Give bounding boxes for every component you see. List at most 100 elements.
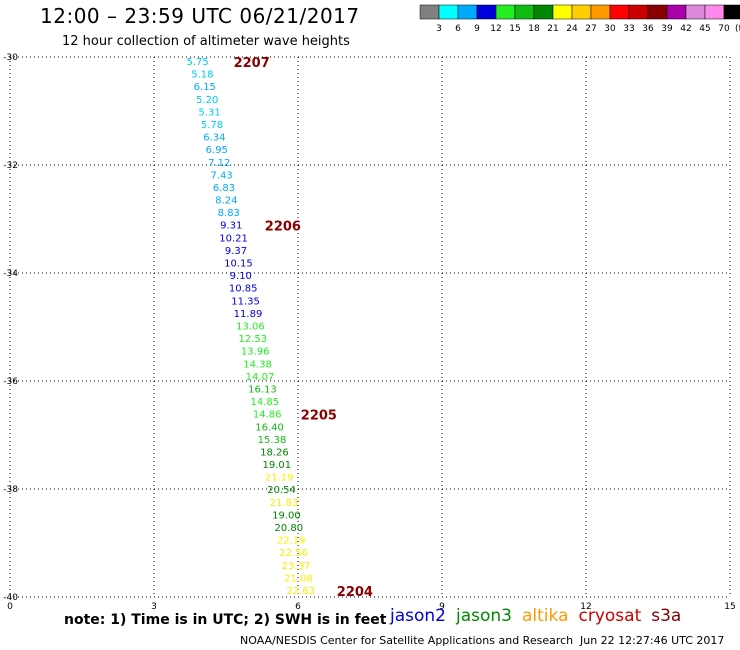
wave-height-labels: 5.75 5.186.15 5.205.31 5.78 6.346.95 7.127.43…: [186, 57, 315, 597]
x-tick-label: 15: [724, 602, 735, 612]
colorbar-swatch: [495, 4, 516, 20]
colorbar-swatch: [685, 4, 706, 20]
colorbar-tick-label: 15: [509, 24, 520, 34]
swh-label: 23.37: [282, 561, 311, 572]
colorbar-tick-label: 18: [528, 24, 540, 34]
y-tick-label: -30: [3, 53, 18, 63]
y-tick-label: -32: [3, 161, 18, 171]
colorbar-swatch: [571, 4, 592, 20]
swh-label: 15.38: [258, 435, 287, 446]
swh-label: 22.19: [277, 536, 306, 547]
swh-label: 12.53: [238, 334, 267, 345]
swh-label: 10.21: [219, 233, 248, 244]
swh-label: 21.08: [284, 573, 313, 584]
colorbar-swatch: [666, 4, 687, 20]
colorbar-tick-label: 3: [436, 24, 442, 34]
colorbar-unit: (ft): [735, 24, 740, 34]
swh-label: 18.26: [260, 447, 289, 458]
y-tick-label: -34: [3, 269, 18, 279]
colorbar-tick-label: 27: [585, 24, 596, 34]
colorbar-swatch: [609, 4, 630, 20]
colorbar-swatch: [628, 4, 649, 20]
x-tick-label: 12: [580, 602, 591, 612]
time-label: 2204: [337, 585, 373, 600]
swh-label: 5.18: [191, 70, 213, 81]
satellite-jason2: jason2: [390, 606, 446, 626]
swh-label: 19.01: [262, 460, 291, 471]
plot-grid: [9, 56, 731, 598]
colorbar-swatch: [647, 4, 668, 20]
swh-label: 19.00: [272, 510, 301, 521]
satellite-s3a: s3a: [651, 606, 682, 626]
swh-label: 5.78: [201, 120, 223, 131]
swh-label: 13.06: [236, 322, 265, 333]
time-label: 2206: [265, 220, 301, 235]
chart-title: 12:00 – 23:59 UTC 06/21/2017: [40, 4, 360, 28]
colorbar-swatch: [419, 4, 440, 20]
swh-label: 10.15: [224, 259, 253, 270]
swh-label: 10.85: [229, 284, 258, 295]
swh-label: 9.10: [230, 271, 252, 282]
colorbar-swatch: [438, 4, 459, 20]
satellite-cryosat: cryosat: [578, 606, 642, 626]
plot-axes: 0 3 6 9 12 15 -30 -32 -34 -36 -38 -40: [3, 53, 735, 612]
y-tick-label: -36: [3, 377, 18, 387]
colorbar-tick-label: 39: [661, 24, 673, 34]
colorbar-swatch: [514, 4, 535, 20]
time-labels: 2207 2206 2205 2204: [234, 56, 373, 600]
swh-label: 13.96: [241, 347, 270, 358]
time-label: 2205: [301, 409, 337, 424]
swh-label: 22.56: [279, 548, 308, 559]
swh-label: 14.07: [246, 372, 275, 383]
colorbar-tick-label: 6: [455, 24, 461, 34]
colorbar-tick-label: 30: [604, 24, 616, 34]
satellite-legend: jason2 jason3 altika cryosat s3a: [390, 606, 691, 626]
x-tick-label: 0: [7, 602, 13, 612]
x-tick-label: 6: [295, 602, 301, 612]
swh-label: 14.85: [250, 397, 279, 408]
swh-label: 7.43: [210, 170, 232, 181]
swh-label: 6.34: [203, 133, 225, 144]
colorbar-tick-label: 70: [718, 24, 730, 34]
swh-label: 6.15: [194, 82, 216, 93]
satellite-altika: altika: [522, 606, 569, 626]
x-tick-label: 3: [151, 602, 157, 612]
time-label: 2207: [234, 56, 270, 71]
colorbar-tick-label: 36: [642, 24, 654, 34]
colorbar-tick-label: 33: [623, 24, 634, 34]
swh-label: 21.83: [270, 498, 299, 509]
colorbar-swatch: [723, 4, 740, 20]
colorbar-tick-label: 9: [474, 24, 480, 34]
y-tick-label: -40: [3, 593, 18, 603]
swh-label: 8.83: [218, 208, 240, 219]
y-tick-label: -38: [3, 485, 18, 495]
colorbar-tick-label: 42: [680, 24, 691, 34]
colorbar-swatch: [533, 4, 554, 20]
colorbar-swatch: [457, 4, 478, 20]
swh-label: 5.20: [196, 95, 218, 106]
generated-timestamp: Jun 22 12:27:46 UTC 2017: [580, 634, 725, 647]
swh-label: 20.80: [274, 523, 303, 534]
swh-label: 14.38: [243, 359, 272, 370]
colorbar-swatch: [590, 4, 611, 20]
credit-line: NOAA/NESDIS Center for Satellite Applica…: [240, 634, 574, 647]
colorbar-tick-label: 12: [490, 24, 501, 34]
colorbar-swatch: [704, 4, 725, 20]
swh-label: 11.89: [234, 309, 263, 320]
colorbar-swatch: [552, 4, 573, 20]
swh-label: 5.31: [198, 107, 220, 118]
footnote: note: 1) Time is in UTC; 2) SWH is in fe…: [64, 612, 387, 628]
swh-label: 8.24: [215, 196, 237, 207]
satellite-jason3: jason3: [456, 606, 512, 626]
colorbar-tick-label: 24: [566, 24, 578, 34]
swh-label: 9.31: [220, 221, 242, 232]
swh-label: 14.86: [253, 410, 282, 421]
swh-label: 16.40: [255, 422, 284, 433]
swh-label: 6.95: [206, 145, 228, 156]
x-tick-label: 9: [439, 602, 445, 612]
swh-label: 6.83: [213, 183, 235, 194]
swh-label: 7.12: [208, 158, 230, 169]
swh-label: 11.35: [231, 296, 260, 307]
swh-label: 16.13: [248, 384, 277, 395]
